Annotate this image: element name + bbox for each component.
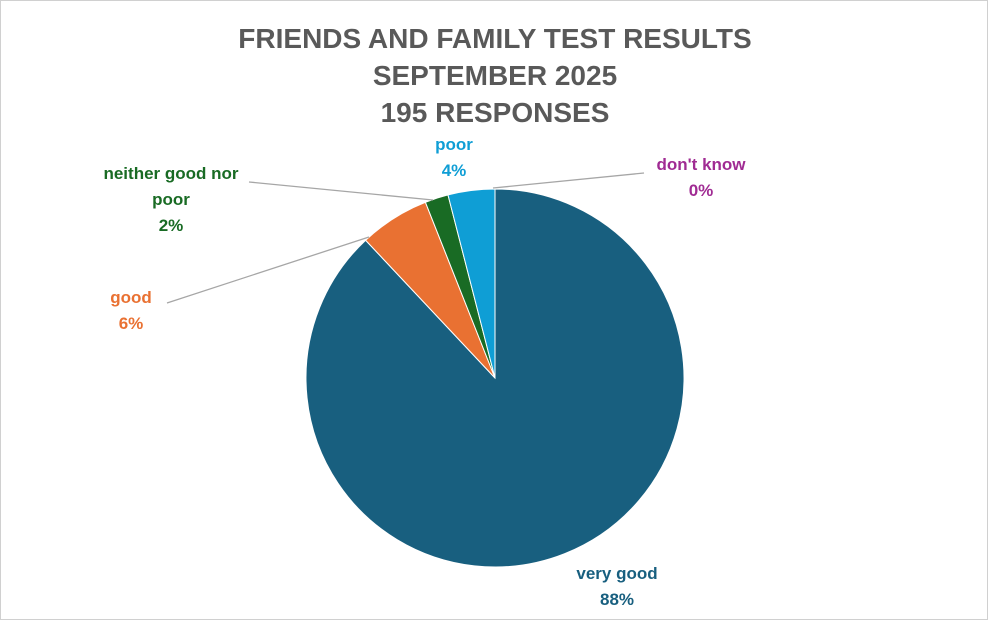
leader-line (248, 181, 434, 201)
label-name: good (110, 288, 152, 307)
data-label: don't know 0% (631, 152, 771, 204)
data-label: good 6% (71, 285, 191, 337)
label-name: very good (576, 564, 658, 583)
chart-subtitle: SEPTEMBER 2025 (373, 60, 617, 91)
label-name: don't know (656, 155, 746, 174)
label-value: 2% (158, 216, 184, 235)
label-value: 6% (118, 314, 144, 333)
data-label: very good 88% (537, 561, 697, 613)
data-label: neither good nor poor 2% (86, 161, 256, 239)
label-value: 0% (688, 181, 714, 200)
leader-line (166, 236, 370, 304)
chart-title: FRIENDS AND FAMILY TEST RESULTS (238, 23, 751, 54)
data-label: poor 4% (404, 132, 504, 184)
label-name: poor (435, 135, 473, 154)
label-value: 4% (441, 161, 467, 180)
label-name: neither good nor poor (103, 164, 239, 209)
leader-line (492, 172, 645, 189)
label-value: 88% (599, 590, 635, 609)
chart-subtitle: 195 RESPONSES (381, 97, 610, 128)
